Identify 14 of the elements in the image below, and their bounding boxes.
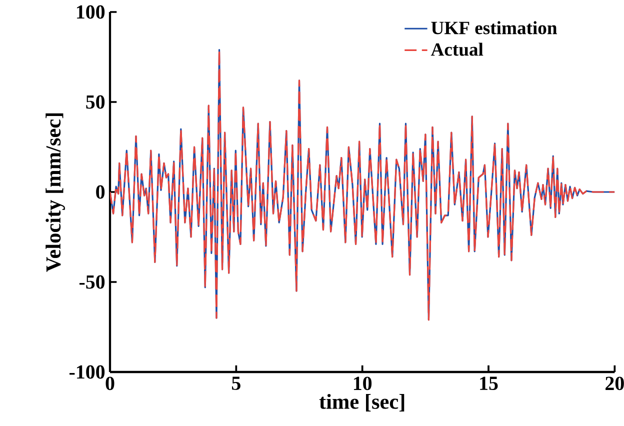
x-tick-label: 15 (480, 376, 498, 390)
y-tick-label: 50 (86, 95, 105, 109)
y-tick-label: -50 (79, 275, 105, 289)
x-tick-label: 5 (232, 376, 240, 390)
x-tick-label: 10 (354, 376, 372, 390)
y-tick-label: -100 (70, 365, 105, 379)
y-tick-label: 100 (77, 5, 105, 19)
y-tick-label: 0 (96, 185, 105, 199)
legend-label: UKF estimation (431, 21, 558, 34)
y-axis-title: Velocity [mm/sec] (46, 113, 65, 272)
x-tick-label: 20 (606, 376, 624, 390)
x-tick-label: 0 (106, 376, 114, 390)
legend-label: Actual (430, 42, 484, 56)
x-axis-title: time [sec] (319, 394, 404, 412)
